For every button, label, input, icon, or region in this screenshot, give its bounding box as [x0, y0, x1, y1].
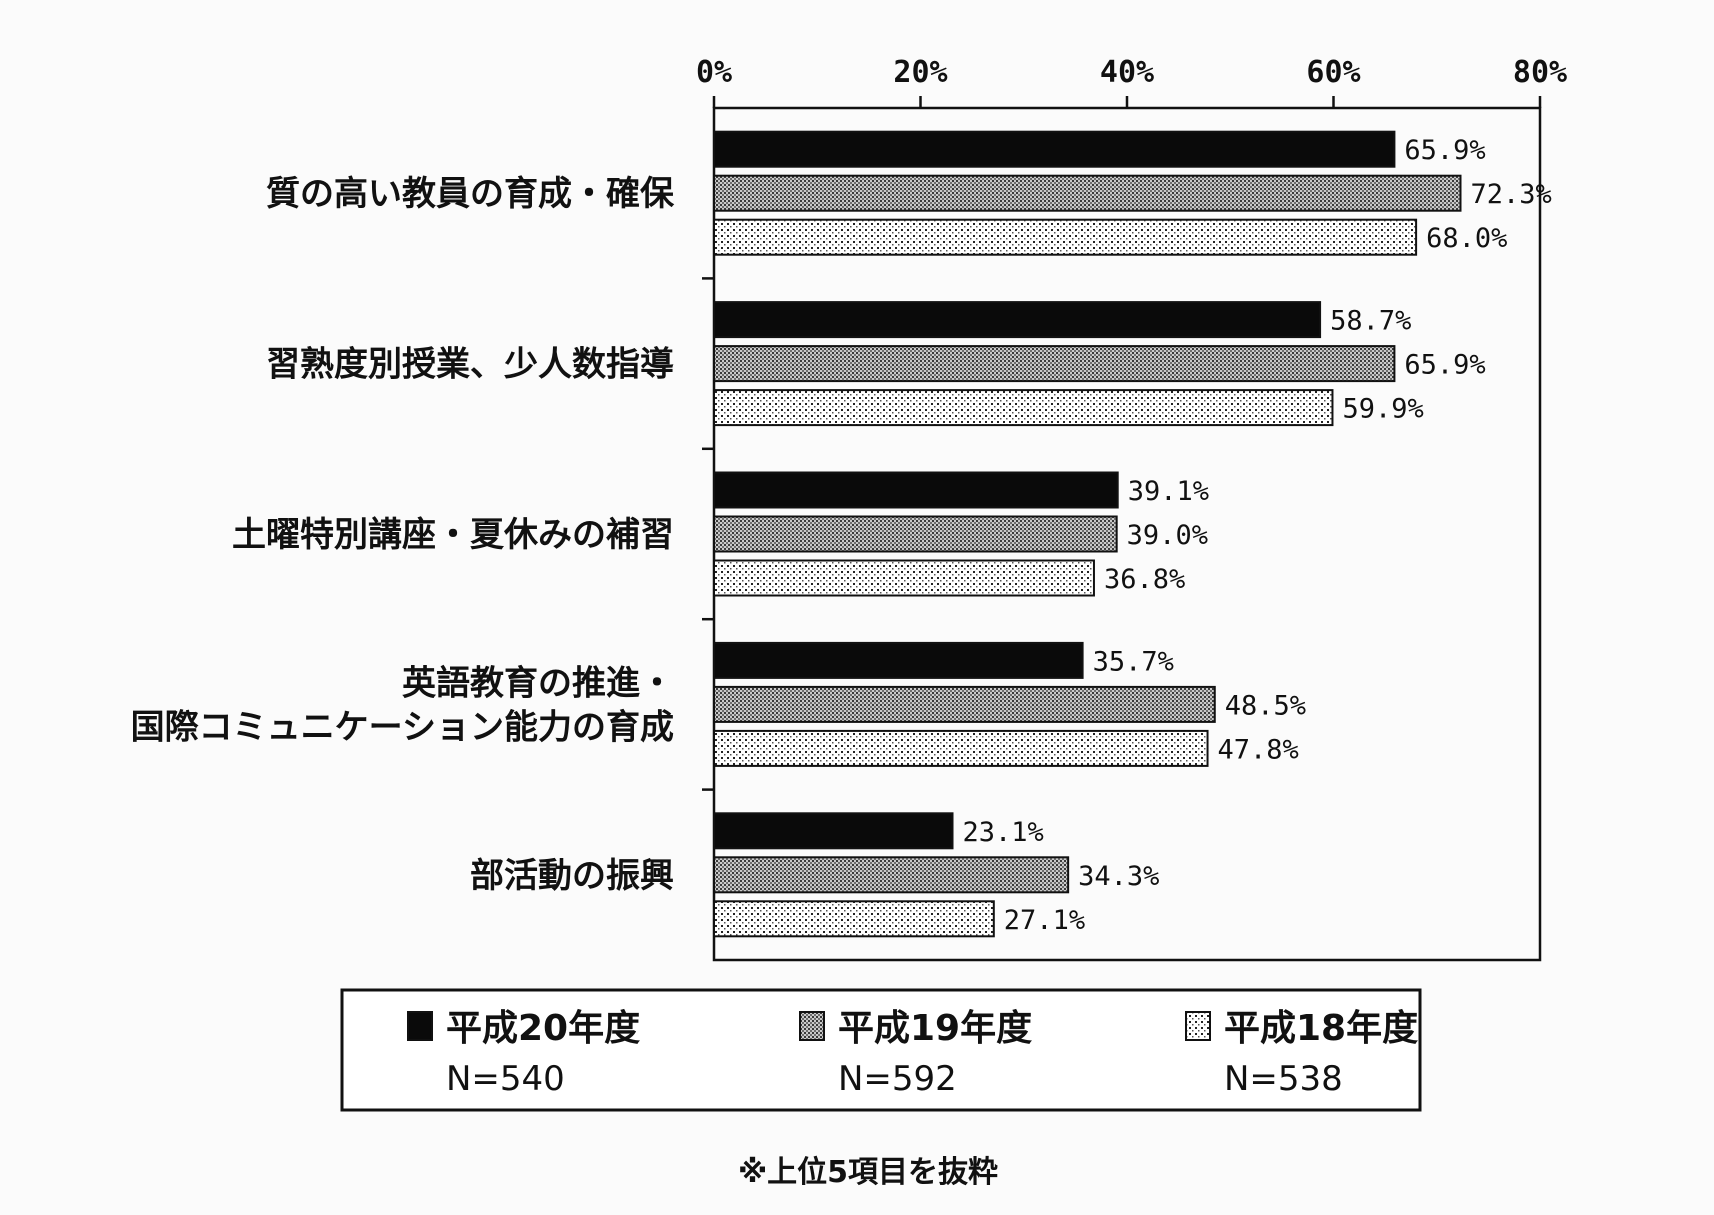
data-label: 59.9% — [1342, 394, 1423, 425]
legend-label: 平成20年度 — [446, 1008, 640, 1049]
data-label: 65.9% — [1404, 135, 1485, 166]
x-tick-label: 40% — [1100, 55, 1154, 90]
legend-sample-size: N=592 — [838, 1059, 957, 1099]
bar — [713, 218, 1418, 256]
category-label: 国際コミュニケーション能力の育成 — [131, 707, 674, 747]
axes: 0% 20% 40% 60% 80% — [696, 55, 1567, 962]
x-tick-label: 60% — [1306, 55, 1360, 90]
data-label: 39.0% — [1127, 520, 1208, 551]
category-label: 習熟度別授業、少人数指導 — [266, 345, 674, 385]
legend-swatch — [799, 1011, 825, 1041]
x-tick-label: 0% — [696, 55, 732, 90]
bar — [713, 641, 1084, 679]
bar — [713, 130, 1396, 168]
bars — [713, 130, 1462, 938]
data-label: 47.8% — [1218, 734, 1299, 765]
labels: 65.9% 72.3% 68.0% 質の高い教員の育成・確保 58.7% 65.9% 59.… — [131, 135, 1552, 936]
bar — [713, 812, 954, 850]
category-label: 部活動の振興 — [470, 856, 674, 896]
legend-swatch — [1185, 1011, 1211, 1041]
bar — [713, 900, 995, 938]
legend-label: 平成19年度 — [838, 1008, 1032, 1049]
legend: 平成20年度 N=540 平成19年度 N=592 平成18年度 N=538 — [340, 988, 1422, 1112]
data-label: 34.3% — [1078, 861, 1159, 892]
bar — [713, 515, 1118, 553]
category-label: 土曜特別講座・夏休みの補習 — [232, 515, 674, 555]
bar — [713, 301, 1322, 339]
legend-label: 平成18年度 — [1224, 1008, 1418, 1049]
bar — [713, 856, 1070, 894]
legend-sample-size: N=540 — [446, 1059, 565, 1099]
bar — [713, 559, 1095, 597]
legend-swatch — [407, 1011, 433, 1041]
data-label: 35.7% — [1093, 646, 1174, 677]
bar — [713, 174, 1462, 212]
data-label: 48.5% — [1225, 690, 1306, 721]
data-label: 27.1% — [1004, 905, 1085, 936]
data-label: 68.0% — [1426, 223, 1507, 254]
data-label: 72.3% — [1470, 179, 1551, 210]
category-label: 質の高い教員の育成・確保 — [266, 174, 675, 214]
data-label: 58.7% — [1330, 306, 1411, 337]
footnote: ※上位5項目を抜粋 — [738, 1155, 998, 1190]
bar — [713, 471, 1119, 509]
bar — [713, 345, 1396, 383]
category-label: 英語教育の推進・ — [402, 663, 674, 703]
legend-sample-size: N=538 — [1224, 1059, 1343, 1099]
bar — [713, 685, 1216, 723]
bar — [713, 729, 1209, 767]
legend-box — [340, 988, 1422, 1112]
data-label: 23.1% — [963, 817, 1044, 848]
data-label: 65.9% — [1404, 350, 1485, 381]
data-label: 36.8% — [1104, 564, 1185, 595]
x-tick-label: 80% — [1513, 55, 1567, 90]
bar — [713, 389, 1334, 427]
data-label: 39.1% — [1128, 476, 1209, 507]
x-tick-label: 20% — [893, 55, 947, 90]
